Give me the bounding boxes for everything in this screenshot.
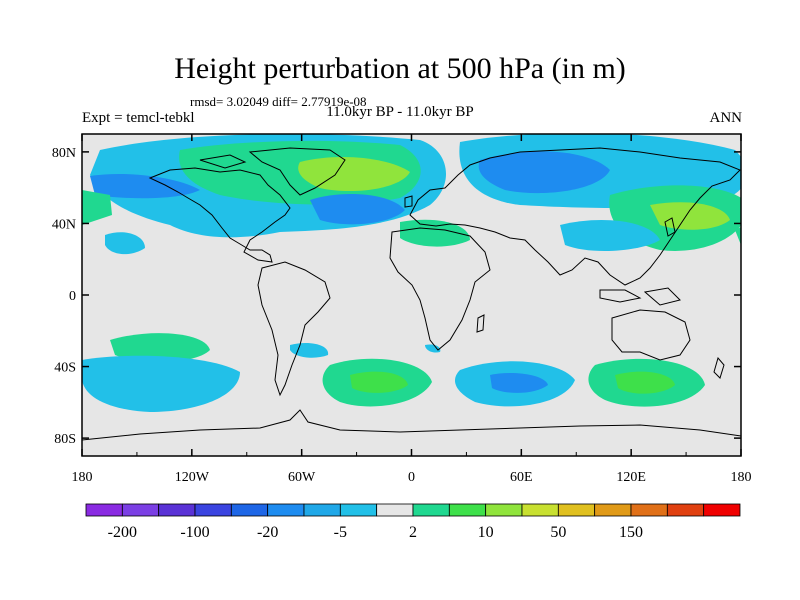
new-guinea-outline [643,287,681,306]
y-tick-label: 40N [52,217,76,232]
colorbar-label: 2 [409,524,417,541]
experiment-label: Expt = temcl-tebkl [82,110,195,126]
colorbar-label: 50 [550,524,566,541]
north-america-outline [148,167,291,263]
south-america-outline [257,261,331,397]
colorbar-swatch [594,503,632,517]
field-blue-siberia [478,151,610,194]
greenland-outline [248,147,346,196]
field-darkgreen-south-atlantic [350,371,408,393]
field-blue-indian-ocean [490,373,548,393]
x-tick-label: 0 [408,470,415,485]
colorbar-swatch [485,503,523,517]
arctic-islands-outline [199,154,247,169]
x-tick-label: 60W [288,470,316,485]
field-cyan-south-africa [425,344,441,353]
colorbar-swatch [412,503,450,517]
colorbar-swatch [521,503,559,517]
field-blue-pacific-north [90,173,200,199]
season-label: ANN [709,110,743,126]
africa-outline [389,227,491,351]
stats-label: rmsd= 3.02049 diff= 2.77919e-08 [190,94,367,109]
colorbar-swatch [630,503,668,517]
colorbar-swatch [230,503,269,517]
colorbar-swatch [703,503,741,517]
field-green-mediterranean [400,219,470,247]
colorbar-swatch [158,503,196,517]
field-lime-greenland [298,157,410,192]
antarctica-outline [82,409,741,441]
x-tick-label: 180 [72,470,93,485]
y-tick-label: 80N [52,146,76,161]
y-tick-label: 80S [54,432,76,447]
colorbar-swatch [666,503,705,517]
colorbar-label: 10 [478,524,494,541]
colorbar-label: -200 [108,524,137,541]
field-green-east-edge [735,227,741,245]
colorbar: -200 -100 -20 -5 2 10 50 150 [85,503,741,541]
field-cyan-south-pacific [82,355,240,412]
australia-outline [611,309,691,361]
field-cyan-pacific-blob [105,232,145,255]
colorbar-swatch [267,503,305,517]
plot-title: Height perturbation at 500 hPa (in m) [174,52,626,85]
x-tick-label: 60E [510,470,533,485]
field-green-west-edge [82,190,112,225]
coastlines [82,147,741,441]
x-axis: 180 120W 60W 0 60E 120E 180 [72,134,752,485]
eurasia-outline [409,147,741,286]
field-blue-north-atlantic [310,194,405,225]
colorbar-swatch [376,503,414,517]
new-zealand-outline [713,356,725,379]
y-tick-label: 0 [69,289,76,304]
x-tick-label: 180 [731,470,752,485]
colorbar-swatch [557,503,596,517]
colorbar-label: -5 [334,524,347,541]
y-axis: 80N 40N 0 40S 80S [52,146,741,447]
colorbar-label: 150 [619,524,643,541]
field-darkgreen-south-pacific-east [615,371,675,394]
colorbar-swatch [85,503,123,517]
field-lime-north-pacific [650,202,730,230]
japan-outline [664,217,676,237]
colorbar-swatch [303,503,341,517]
colorbar-swatch [121,503,160,517]
indonesia-outline [599,289,642,303]
x-tick-label: 120E [616,470,646,485]
british-isles-outline [404,195,413,208]
colorbar-label: -100 [180,524,209,541]
y-tick-label: 40S [54,361,76,376]
x-tick-label: 120W [175,470,210,485]
period-label: 11.0kyr BP - 11.0kyr BP [326,104,474,120]
colorbar-swatch [448,503,487,517]
colorbar-swatch [339,503,378,517]
field-cyan-east-asia [560,220,660,252]
colorbar-label: -20 [257,524,278,541]
perturbation-fields [82,134,741,412]
colorbar-swatch [194,503,232,517]
field-green-south-pacific [110,333,210,362]
madagascar-outline [476,314,485,333]
